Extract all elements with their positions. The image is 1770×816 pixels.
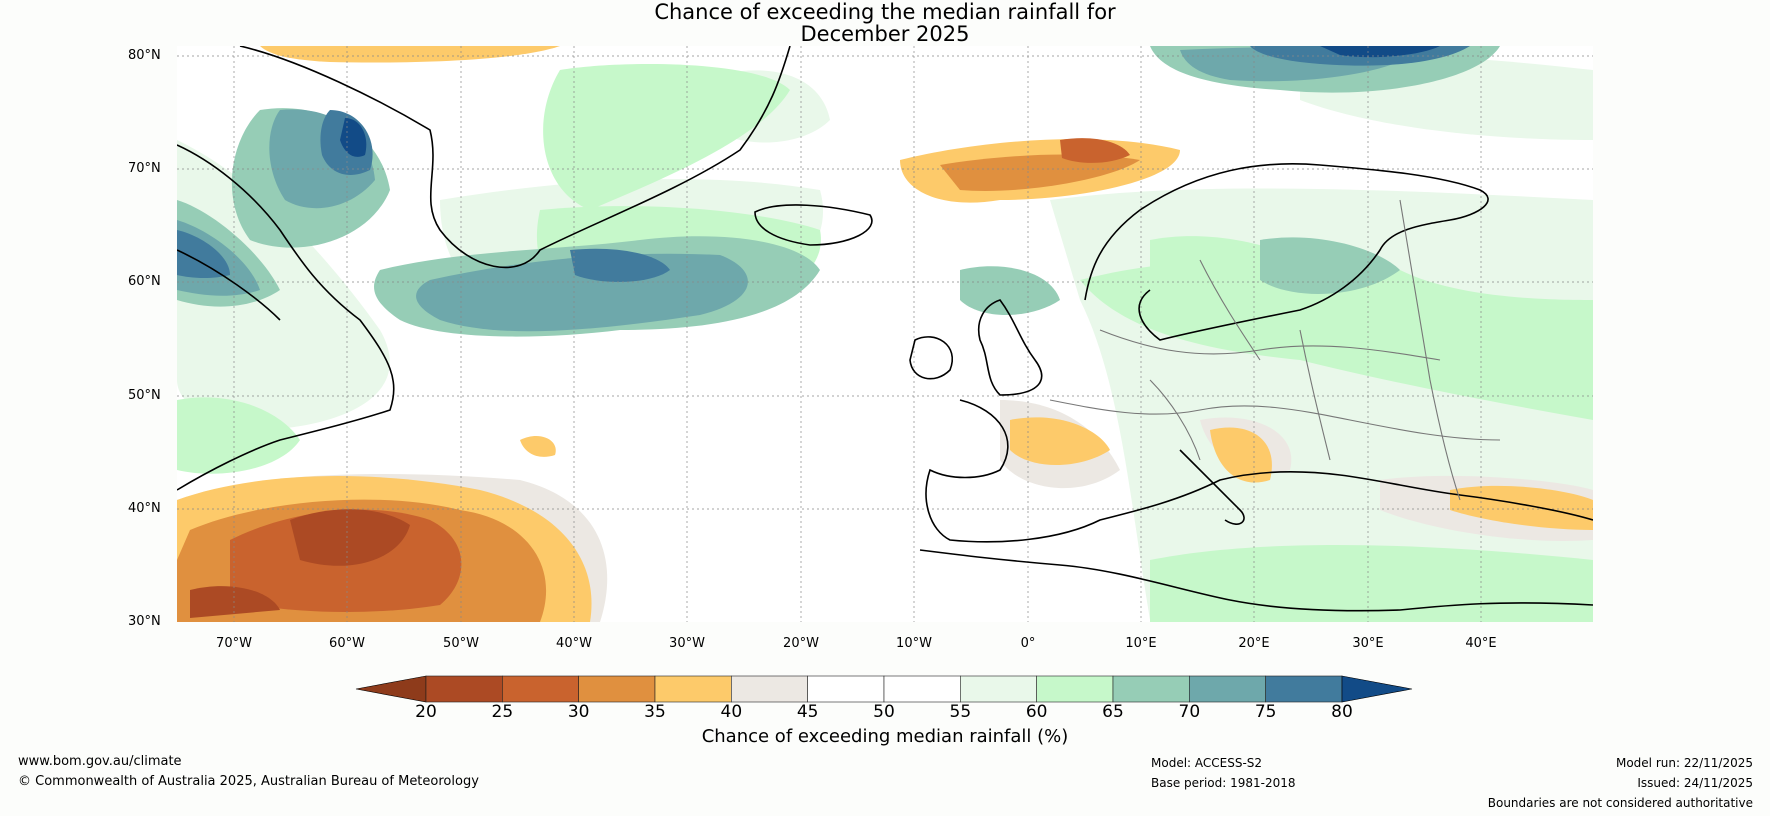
coastlines xyxy=(177,46,1593,612)
colorbar-segment xyxy=(807,675,885,703)
iceland-coast xyxy=(754,204,873,246)
britain-coast xyxy=(978,299,1043,396)
colorbar-tick-label: 60 xyxy=(1025,702,1048,722)
colorbar-label: Chance of exceeding median rainfall (%) xyxy=(701,726,1069,747)
colorbar-tick-label: 80 xyxy=(1331,702,1353,722)
colorbar-tick-label: 75 xyxy=(1254,702,1277,722)
colorbar-segment xyxy=(654,675,732,703)
copyright: © Commonwealth of Australia 2025, Austra… xyxy=(18,774,479,789)
africa-coast xyxy=(919,549,1593,612)
base-period: Base period: 1981-2018 xyxy=(1151,776,1296,790)
italy-coast xyxy=(1179,449,1245,525)
probability-20-25-zones xyxy=(190,509,410,618)
colorbar-extend-low xyxy=(355,675,427,703)
colorbar-extend-high xyxy=(1341,675,1413,703)
lon-label-40e: 40°E xyxy=(1465,636,1497,651)
lon-label-50w: 50°W xyxy=(443,636,479,651)
colorbar-segment xyxy=(578,675,656,703)
map-title-line2: December 2025 xyxy=(800,22,970,46)
website-url: www.bom.gov.au/climate xyxy=(18,754,182,769)
lat-label-50n: 50°N xyxy=(128,388,161,403)
colorbar-tick-label: 65 xyxy=(1102,702,1124,722)
lon-label-60w: 60°W xyxy=(329,636,365,651)
colorbar-tick-label: 20 xyxy=(415,702,437,722)
lat-label-60n: 60°N xyxy=(128,274,161,289)
lat-label-30n: 30°N xyxy=(128,614,161,629)
lat-label-80n: 80°N xyxy=(128,48,161,63)
ireland-coast xyxy=(909,336,953,380)
map-title-line1: Chance of exceeding the median rainfall … xyxy=(654,0,1116,24)
model-run-date: Model run: 22/11/2025 xyxy=(1615,756,1753,770)
lon-label-30e: 30°E xyxy=(1352,636,1384,651)
lon-label-0: 0° xyxy=(1020,636,1036,651)
boundary-disclaimer: Boundaries are not considered authoritat… xyxy=(1487,796,1753,810)
issued-date: Issued: 24/11/2025 xyxy=(1637,776,1753,790)
colorbar xyxy=(355,675,1413,703)
lat-label-70n: 70°N xyxy=(128,161,161,176)
colorbar-tick-label: 25 xyxy=(491,702,514,722)
colorbar-segment xyxy=(960,675,1037,703)
colorbar-segment xyxy=(1189,675,1266,703)
scandinavia-coast xyxy=(1084,163,1489,341)
colorbar-tick-label: 45 xyxy=(796,702,819,722)
colorbar-segment xyxy=(425,675,503,703)
country-borders xyxy=(1049,199,1501,501)
lon-label-70w: 70°W xyxy=(216,636,252,651)
greenland-coast xyxy=(239,46,791,269)
lon-label-10w: 10°W xyxy=(896,636,932,651)
probability-highest-zones xyxy=(340,46,1440,157)
colorbar-tick-label: 70 xyxy=(1178,702,1201,722)
colorbar-tick-label: 55 xyxy=(949,702,972,722)
colorbar-segment xyxy=(502,675,579,703)
colorbar-segment xyxy=(1265,675,1343,703)
lon-label-40w: 40°W xyxy=(556,636,592,651)
lon-label-30w: 30°W xyxy=(669,636,705,651)
colorbar-segment xyxy=(1112,675,1190,703)
lon-label-20e: 20°E xyxy=(1238,636,1270,651)
colorbar-tick-label: 50 xyxy=(873,702,895,722)
north-america-coast xyxy=(177,144,395,491)
lon-label-20w: 20°W xyxy=(783,636,819,651)
colorbar-segment xyxy=(1036,675,1114,703)
europe-coast xyxy=(925,399,1593,543)
graticule xyxy=(177,46,1593,622)
colorbar-segment xyxy=(883,675,961,703)
colorbar-tick-label: 35 xyxy=(644,702,666,722)
lon-label-10e: 10°E xyxy=(1125,636,1157,651)
model-name: Model: ACCESS-S2 xyxy=(1151,756,1263,770)
colorbar-tick-label: 40 xyxy=(720,702,743,722)
lat-label-40n: 40°N xyxy=(128,501,161,516)
colorbar-tick-label: 30 xyxy=(567,702,590,722)
colorbar-segment xyxy=(731,675,808,703)
